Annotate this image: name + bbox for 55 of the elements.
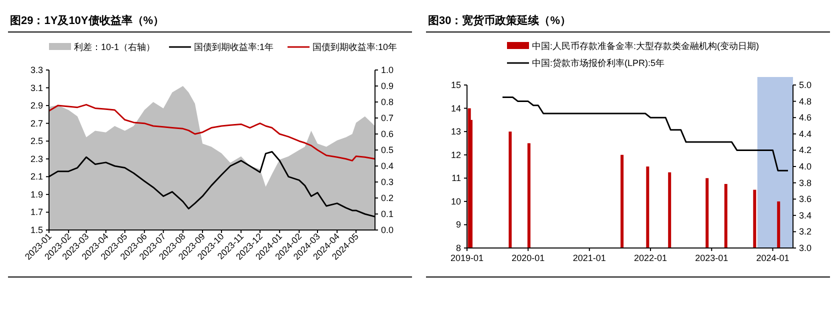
y2-tick-label: 0.2 [381,193,394,203]
y-tick-label: 9 [456,220,461,230]
y2-tick-label: 0.3 [381,177,394,187]
y2-tick-label: 4.2 [799,145,812,156]
legend-label: 国债到期收益率:10年 [312,42,398,52]
y-tick-label: 11 [452,173,461,184]
x-tick-label: 2021-01 [572,253,606,263]
y-tick-label: 3.1 [30,82,43,93]
legend-label: 利差：10-1（右轴） [74,42,156,52]
y2-tick-label: 4.4 [799,128,812,139]
y2-tick-label: 0.6 [381,129,394,139]
y2-tick-label: 3.0 [799,243,812,253]
x-tick-label: 2023-01 [695,253,728,263]
y-tick-label: 2.5 [30,136,43,146]
y-tick-label: 12 [450,150,461,160]
y2-tick-label: 0.5 [381,145,394,155]
x-tick-label: 2024-01 [756,253,790,263]
chart-title: 图30：宽货币政策延续（%） [428,14,572,27]
y2-tick-label: 3.8 [799,178,812,188]
y2-tick-label: 1.0 [381,65,394,75]
y2-tick-label: 4.0 [799,162,812,172]
y-tick-label: 3.3 [30,65,43,75]
y-tick-label: 10 [450,196,461,206]
y-tick-label: 2.3 [30,154,43,164]
legend-label: 中国:人民币存款准备金率:大型存款类金融机构(变动日期) [532,41,759,51]
y-tick-label: 2.9 [30,100,43,111]
chart-title: 图29：1Y及10Y债收益率（%） [10,14,164,27]
y-tick-label: 2.1 [30,172,43,182]
x-tick-label: 2022-01 [634,253,668,263]
y-tick-label: 14 [450,103,461,114]
y-tick-label: 2.7 [30,118,43,128]
y2-tick-label: 0.0 [381,225,394,235]
legend-label: 中国:贷款市场报价利率(LPR):5年 [532,58,665,68]
y2-tick-label: 0.9 [381,81,394,91]
y2-tick-label: 0.4 [381,161,394,171]
y-tick-label: 1.7 [30,207,43,218]
y-tick-label: 13 [450,126,461,137]
y2-tick-label: 4.8 [799,96,812,106]
legend-label: 国债到期收益率:1年 [194,42,274,52]
y2-tick-label: 0.7 [381,113,394,123]
y2-tick-label: 3.2 [799,226,812,237]
y-tick-label: 8 [456,243,461,253]
y2-tick-label: 3.4 [799,210,812,220]
y2-tick-label: 0.1 [381,209,394,219]
y2-tick-label: 5.0 [799,80,812,90]
y-tick-label: 1.9 [30,189,43,200]
line-series [48,104,376,162]
y-tick-label: 15 [450,80,461,90]
x-tick-label: 2019-01 [450,253,484,263]
y2-tick-label: 3.6 [799,194,812,204]
line-series [502,96,789,172]
x-tick-label: 2020-01 [512,253,545,263]
y-tick-label: 1.5 [30,225,43,235]
y2-tick-label: 0.8 [381,97,394,107]
y2-tick-label: 4.6 [799,112,812,123]
